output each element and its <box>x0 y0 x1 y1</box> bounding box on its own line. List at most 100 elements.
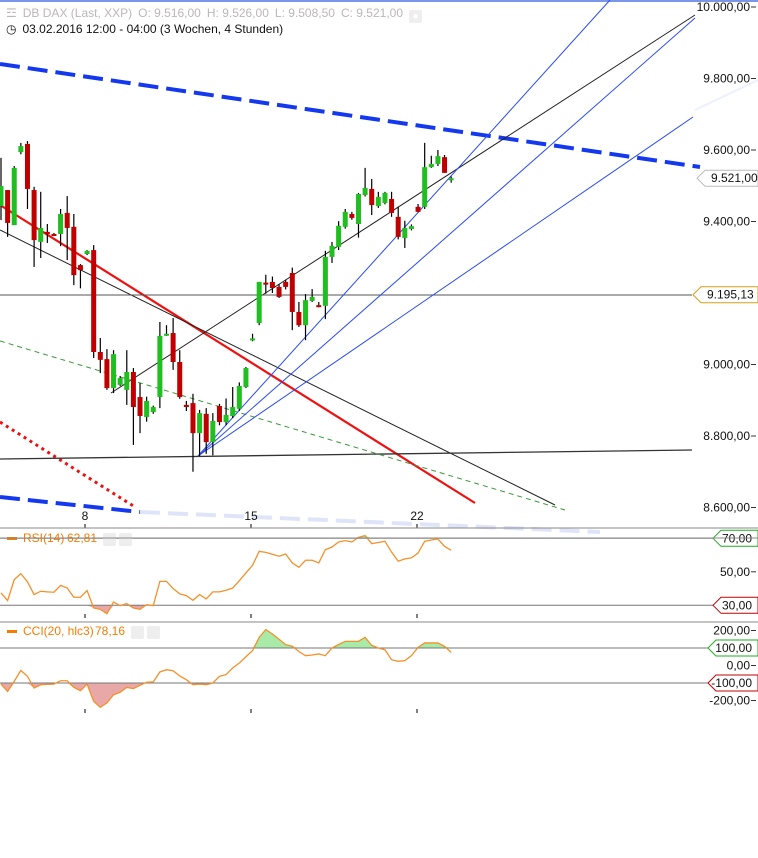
candle <box>283 279 289 290</box>
candle-body <box>51 234 57 237</box>
candle-body <box>316 305 322 308</box>
candle <box>329 241 335 263</box>
candle-body <box>309 296 315 301</box>
flag-shape <box>712 596 758 614</box>
candle-body <box>91 250 97 352</box>
candle <box>269 276 275 293</box>
candle-body <box>422 167 428 207</box>
candle <box>0 157 4 221</box>
candle-body <box>210 420 216 443</box>
candle-body <box>5 190 11 223</box>
candle-body <box>130 372 136 408</box>
instrument-name: DB DAX (Last, XXP) <box>22 6 133 20</box>
flag-label: 9.521,00 <box>711 171 758 185</box>
candle-body <box>250 338 256 341</box>
time-range-text: 03.02.2016 12:00 - 04:00 (3 Wochen, 4 St… <box>22 22 284 36</box>
x-tick-label: 22 <box>410 509 424 523</box>
settings-icon[interactable]: ● <box>409 10 423 23</box>
candle <box>309 289 315 302</box>
flag-shape <box>707 674 758 692</box>
candle-body <box>71 226 77 276</box>
candle <box>336 221 342 251</box>
candle-body <box>11 167 17 226</box>
candle <box>349 211 355 220</box>
candle <box>24 141 30 209</box>
candle <box>104 349 110 390</box>
y-tick-label: -200,00 <box>709 694 750 708</box>
y-tick-label: 0,00 <box>727 659 751 673</box>
flag-shape <box>696 169 758 187</box>
candle <box>117 375 123 386</box>
candle-body <box>362 187 368 196</box>
candle <box>243 367 249 389</box>
settings-icon[interactable] <box>131 626 144 639</box>
instrument-header: ☲ DB DAX (Last, XXP) O: 9.516,00 H: 9.526,0… <box>6 6 428 23</box>
candle-body <box>216 405 222 423</box>
candle <box>289 267 295 331</box>
candle-body <box>18 146 24 153</box>
candle-body <box>256 281 262 324</box>
candle <box>322 250 328 320</box>
oversold-fill <box>1 683 452 708</box>
candle-body <box>269 281 275 288</box>
candle <box>150 405 156 414</box>
y-tick-label: 9.800,00 <box>703 72 750 86</box>
y-tick-label: 9.600,00 <box>703 143 750 157</box>
candle-body <box>190 403 196 434</box>
axes: 10.000,00 9.800,00 9.600,00 9.400,00 9.000,0… <box>82 0 758 528</box>
candle <box>197 409 203 457</box>
time-range: ◷ 03.02.2016 12:00 - 04:00 (3 Wochen, 4 S… <box>6 22 289 36</box>
candle-body <box>157 335 163 398</box>
candle <box>38 191 44 258</box>
candle-body <box>389 198 395 213</box>
candle-body <box>77 265 83 271</box>
candle-body <box>117 378 123 385</box>
candle <box>144 396 150 422</box>
candle-body <box>124 372 130 390</box>
candle-body <box>0 186 4 207</box>
candle <box>124 350 130 405</box>
close-icon[interactable] <box>119 533 132 546</box>
candle <box>402 220 408 248</box>
band-label: -100,00 <box>711 676 752 690</box>
candle-body <box>144 400 150 418</box>
candle <box>389 191 395 217</box>
candle-body <box>137 397 143 416</box>
series-swatch <box>7 630 17 633</box>
candle-body <box>408 226 414 230</box>
settings-icon[interactable] <box>103 533 116 546</box>
candle <box>395 206 401 240</box>
candle <box>137 383 143 434</box>
y-tick-label: 10.000,00 <box>697 0 751 14</box>
flag-label: 9.195,13 <box>707 288 754 302</box>
candle <box>5 190 11 237</box>
candle-body <box>303 300 309 326</box>
candle <box>236 382 242 411</box>
candle-body <box>342 211 348 227</box>
candle <box>44 224 50 243</box>
candles <box>0 141 454 472</box>
blue-dashed-support-ext <box>139 510 601 534</box>
candle-body <box>24 143 30 189</box>
close-icon[interactable] <box>147 626 160 639</box>
candle <box>296 301 302 327</box>
candle-body <box>111 354 117 389</box>
band-flag: -100,00 <box>707 674 758 692</box>
band-flag: 100,00 <box>707 639 758 657</box>
price-flag: 9.195,13 <box>692 286 758 304</box>
band-label: 30,00 <box>722 598 752 612</box>
low-value: L: 9.508,50 <box>274 6 335 20</box>
candle <box>375 191 381 208</box>
candle-body <box>448 178 454 181</box>
candle <box>210 413 216 456</box>
y-tick-label: 50,00 <box>720 565 750 579</box>
candle-body <box>395 216 401 237</box>
indicator-icon[interactable]: ☲ <box>6 6 17 20</box>
green-dashed-line <box>0 340 566 511</box>
fan-line-3 <box>197 116 694 457</box>
candle <box>435 150 441 167</box>
candle-body <box>329 245 335 257</box>
flag-shape <box>707 639 758 657</box>
indicator-value: 78,16 <box>95 624 125 638</box>
